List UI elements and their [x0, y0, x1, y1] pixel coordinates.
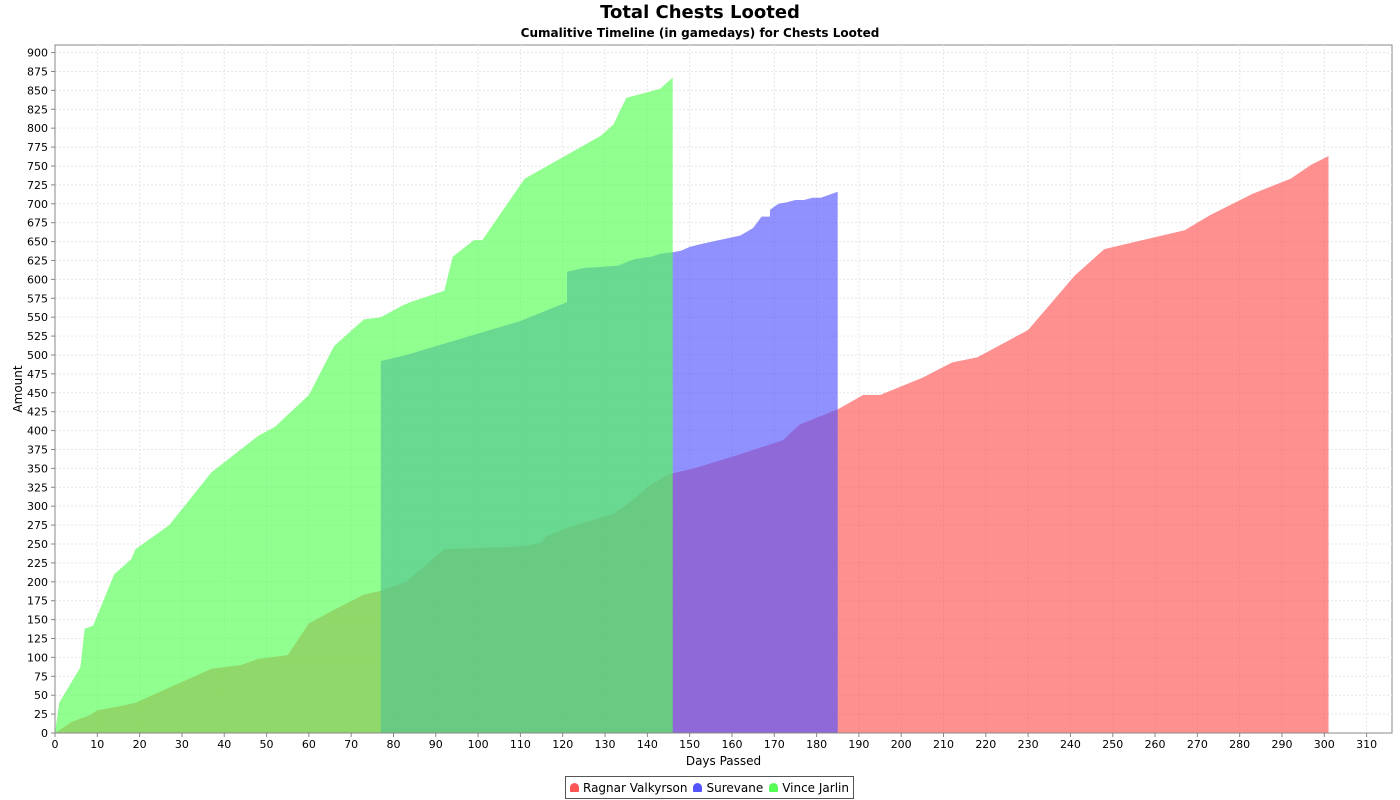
series-area-vince-jarlin — [55, 77, 673, 733]
y-tick-label: 650 — [27, 236, 48, 249]
y-tick-label: 600 — [27, 273, 48, 286]
y-tick-label: 700 — [27, 198, 48, 211]
legend-label: Ragnar Valkyrson — [583, 780, 688, 795]
x-tick-label: 70 — [344, 738, 358, 751]
y-tick-label: 625 — [27, 254, 48, 267]
x-tick-label: 30 — [175, 738, 189, 751]
series-area-ragnar-valkyrson — [55, 156, 1329, 734]
y-tick-label: 475 — [27, 368, 48, 381]
x-tick-label: 240 — [1060, 738, 1081, 751]
legend-label: Surevane — [706, 780, 764, 795]
x-tick-label: 10 — [90, 738, 104, 751]
x-tick-label: 80 — [386, 738, 400, 751]
x-tick-label: 270 — [1187, 738, 1208, 751]
y-tick-label: 875 — [27, 65, 48, 78]
x-tick-label: 110 — [510, 738, 531, 751]
y-tick-label: 300 — [27, 500, 48, 513]
x-tick-label: 150 — [679, 738, 700, 751]
x-tick-label: 100 — [468, 738, 489, 751]
x-tick-label: 300 — [1314, 738, 1335, 751]
y-tick-label: 225 — [27, 557, 48, 570]
x-tick-label: 180 — [806, 738, 827, 751]
legend-swatch-icon — [769, 783, 779, 792]
x-tick-label: 120 — [552, 738, 573, 751]
y-tick-label: 0 — [41, 727, 48, 740]
y-tick-label: 425 — [27, 406, 48, 419]
x-tick-label: 210 — [933, 738, 954, 751]
y-tick-label: 450 — [27, 387, 48, 400]
x-tick-label: 170 — [764, 738, 785, 751]
y-tick-label: 175 — [27, 595, 48, 608]
y-tick-label: 75 — [34, 670, 48, 683]
y-tick-label: 675 — [27, 217, 48, 230]
y-tick-label: 775 — [27, 141, 48, 154]
y-tick-label: 575 — [27, 292, 48, 305]
y-tick-label: 325 — [27, 481, 48, 494]
x-tick-label: 250 — [1102, 738, 1123, 751]
x-tick-label: 60 — [302, 738, 316, 751]
y-tick-label: 125 — [27, 632, 48, 645]
y-axis-label: Amount — [11, 365, 25, 412]
y-tick-label: 375 — [27, 443, 48, 456]
x-tick-label: 50 — [260, 738, 274, 751]
legend-swatch-icon — [693, 783, 703, 792]
y-tick-label: 500 — [27, 349, 48, 362]
x-axis-label: Days Passed — [686, 754, 761, 768]
x-tick-label: 0 — [52, 738, 59, 751]
x-tick-label: 40 — [217, 738, 231, 751]
chart-title: Total Chests Looted — [600, 2, 800, 23]
x-tick-label: 260 — [1145, 738, 1166, 751]
x-tick-label: 280 — [1229, 738, 1250, 751]
axes: 0 10 20 30 40 50 60 70 80 90 100 110 120 130 140 150 160… — [27, 45, 1392, 751]
x-tick-label: 20 — [133, 738, 147, 751]
y-tick-label: 850 — [27, 84, 48, 97]
x-tick-label: 290 — [1271, 738, 1292, 751]
legend-item: Surevane — [693, 781, 763, 795]
y-tick-label: 100 — [27, 651, 48, 664]
legend-item: Ragnar Valkyrson — [570, 781, 687, 795]
y-tick-label: 350 — [27, 462, 48, 475]
x-tick-label: 230 — [1018, 738, 1039, 751]
x-tick-label: 310 — [1356, 738, 1377, 751]
chart-legend: Ragnar Valkyrson Surevane Vince Jarlin — [565, 776, 854, 799]
y-tick-label: 825 — [27, 103, 48, 116]
y-tick-label: 750 — [27, 160, 48, 173]
y-tick-label: 275 — [27, 519, 48, 532]
x-tick-label: 200 — [891, 738, 912, 751]
legend-label: Vince Jarlin — [782, 780, 849, 795]
x-tick-label: 160 — [721, 738, 742, 751]
y-tick-label: 150 — [27, 614, 48, 627]
y-tick-label: 250 — [27, 538, 48, 551]
x-tick-label: 190 — [848, 738, 869, 751]
y-tick-label: 725 — [27, 179, 48, 192]
legend-swatch-icon — [570, 783, 579, 792]
y-tick-label: 50 — [34, 689, 48, 702]
y-tick-label: 200 — [27, 576, 48, 589]
y-tick-label: 900 — [27, 47, 48, 60]
x-tick-label: 90 — [429, 738, 443, 751]
y-tick-label: 400 — [27, 425, 48, 438]
x-tick-label: 140 — [637, 738, 658, 751]
y-tick-label: 525 — [27, 330, 48, 343]
series-areas — [55, 77, 1329, 734]
y-tick-label: 550 — [27, 311, 48, 324]
x-tick-label: 130 — [595, 738, 616, 751]
y-tick-label: 25 — [34, 708, 48, 721]
y-tick-label: 800 — [27, 122, 48, 135]
legend-item: Vince Jarlin — [769, 781, 849, 795]
x-tick-label: 220 — [975, 738, 996, 751]
chart-subtitle: Cumalitive Timeline (in gamedays) for Ch… — [520, 26, 880, 40]
